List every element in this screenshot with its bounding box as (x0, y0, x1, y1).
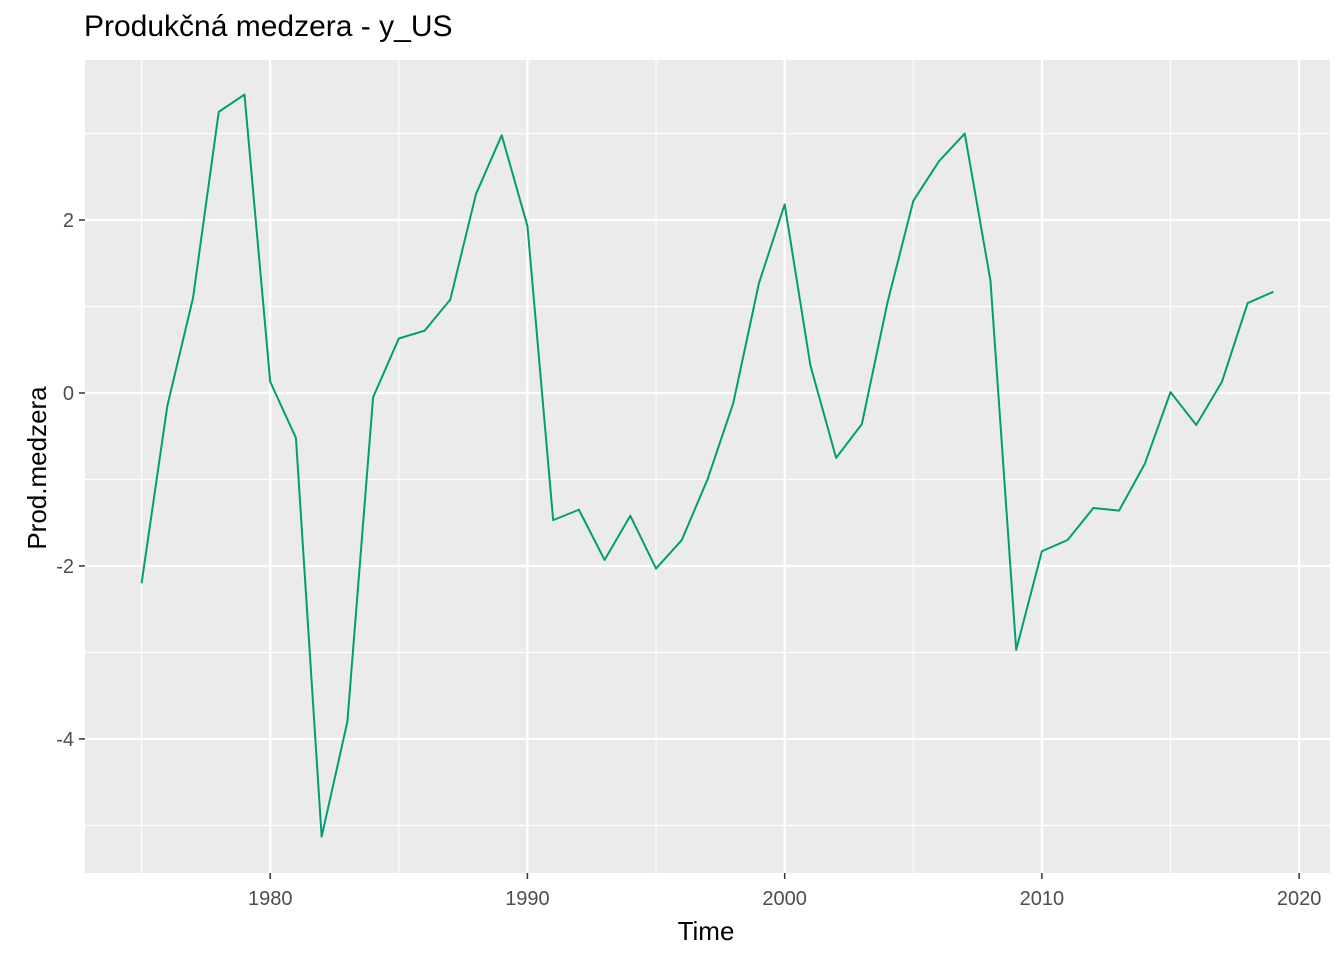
y-axis-title: Prod.medzera (22, 386, 52, 550)
x-tick-label: 1990 (505, 888, 550, 910)
x-tick-label: 2010 (1020, 888, 1065, 910)
y-tick-label: -4 (56, 729, 74, 751)
y-tick-label: 0 (63, 383, 74, 405)
y-tick-label: -2 (56, 556, 74, 578)
x-tick-label: 2000 (762, 888, 807, 910)
chart-title: Produkčná medzera - y_US (84, 10, 453, 43)
y-axis: -4 -2 0 2 (56, 210, 85, 751)
series-layer (140, 93, 1274, 838)
series-line (140, 93, 1274, 838)
x-axis: 1980 1990 2000 2010 2020 (248, 873, 1321, 910)
y-tick-label: 2 (63, 210, 74, 232)
plot-panel (85, 60, 1330, 873)
major-gridlines (85, 60, 1330, 873)
x-tick-label: 1980 (248, 888, 293, 910)
x-axis-title: Time (678, 916, 735, 946)
x-tick-label: 2020 (1277, 888, 1322, 910)
